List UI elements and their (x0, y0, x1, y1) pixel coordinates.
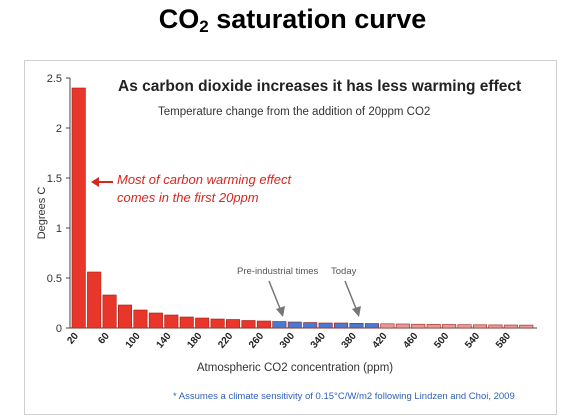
bar-440 (395, 323, 410, 329)
bar-220 (226, 319, 241, 329)
bar-420 (380, 323, 395, 329)
x-tick-label: 60 (96, 331, 112, 347)
bar-120 (148, 312, 163, 329)
x-axis-label: Atmospheric CO2 concentration (ppm) (197, 362, 393, 374)
x-tick-label: 260 (247, 331, 266, 351)
y-tick-label: 0.5 (47, 273, 62, 285)
bar-460 (411, 323, 426, 329)
bar-240 (241, 320, 256, 329)
annotation-arrowhead-red (91, 177, 99, 187)
annotation-arrowhead-today (352, 306, 361, 317)
bar-340 (318, 322, 333, 329)
bar-500 (442, 324, 457, 329)
annotation-first-20ppm-line2: comes in the first 20ppm (117, 190, 259, 205)
bar-320 (303, 322, 318, 329)
bar-40 (87, 271, 102, 329)
chart-frame: As carbon dioxide increases it has less … (24, 60, 557, 415)
annotation-today-label: Today (331, 266, 357, 277)
bar-160 (179, 316, 194, 329)
bar-180 (195, 317, 210, 329)
chart-title: As carbon dioxide increases it has less … (118, 78, 521, 95)
bar-100 (133, 309, 148, 329)
y-tick-label: 1 (56, 223, 62, 235)
bar-280 (272, 321, 287, 329)
bar-540 (472, 324, 487, 329)
x-tick-label: 340 (309, 331, 328, 351)
x-tick-label: 100 (124, 331, 143, 351)
bar-20 (71, 87, 86, 329)
x-tick-labels: 20 60 100 140 180 220 260 300 340 380 420 460 500 540… (65, 331, 513, 351)
annotation-first-20ppm: Most of carbon warming effect comes in t… (91, 172, 293, 205)
x-tick-label: 420 (371, 331, 390, 351)
annotation-arrow-pre-industrial (268, 280, 282, 312)
x-tick-label: 540 (463, 331, 482, 351)
bar-600 (519, 324, 534, 329)
y-tick-label: 2 (56, 123, 62, 135)
bar-380 (349, 322, 364, 329)
x-tick-label: 380 (340, 331, 359, 351)
x-tick-label: 140 (154, 331, 173, 351)
y-tick-label: 2.5 (47, 73, 62, 85)
bar-200 (210, 318, 225, 329)
y-tick-label: 0 (56, 323, 62, 335)
x-tick-label: 300 (278, 331, 297, 351)
bar-140 (164, 314, 179, 329)
bar-480 (426, 324, 441, 329)
bar-300 (287, 321, 302, 329)
page-title: CO2 saturation curve (158, 4, 427, 36)
bar-80 (118, 304, 133, 329)
x-tick-label: 180 (185, 331, 204, 351)
annotation-first-20ppm-line1: Most of carbon warming effect (117, 172, 293, 187)
x-tick-label: 20 (65, 331, 81, 347)
annotation-arrowhead-pre-industrial (276, 306, 285, 317)
bar-400 (364, 323, 379, 329)
annotation-arrow-today (344, 280, 358, 312)
annotation-today: Today (331, 266, 361, 317)
annotation-pre-industrial-label: Pre-industrial times (237, 266, 319, 277)
bar-60 (102, 294, 117, 329)
x-tick-label: 460 (401, 331, 420, 351)
annotation-pre-industrial: Pre-industrial times (237, 266, 319, 317)
x-tick-label: 580 (494, 331, 513, 351)
bar-520 (457, 324, 472, 329)
chart-subtitle: Temperature change from the addition of … (158, 106, 430, 118)
y-tick-labels: 0 0.5 1 1.5 2 2.5 (47, 73, 70, 335)
x-tick-label: 500 (432, 331, 451, 351)
bar-260 (256, 320, 271, 329)
co2-saturation-chart: As carbon dioxide increases it has less … (36, 73, 537, 402)
y-axis-label: Degrees C (36, 187, 48, 240)
footnote: * Assumes a climate sensitivity of 0.15°… (173, 391, 515, 402)
bar-360 (334, 322, 349, 329)
x-tick-label: 220 (216, 331, 235, 351)
bars (71, 87, 534, 329)
bar-580 (503, 324, 518, 329)
bar-560 (488, 324, 503, 329)
y-tick-label: 1.5 (47, 173, 62, 185)
